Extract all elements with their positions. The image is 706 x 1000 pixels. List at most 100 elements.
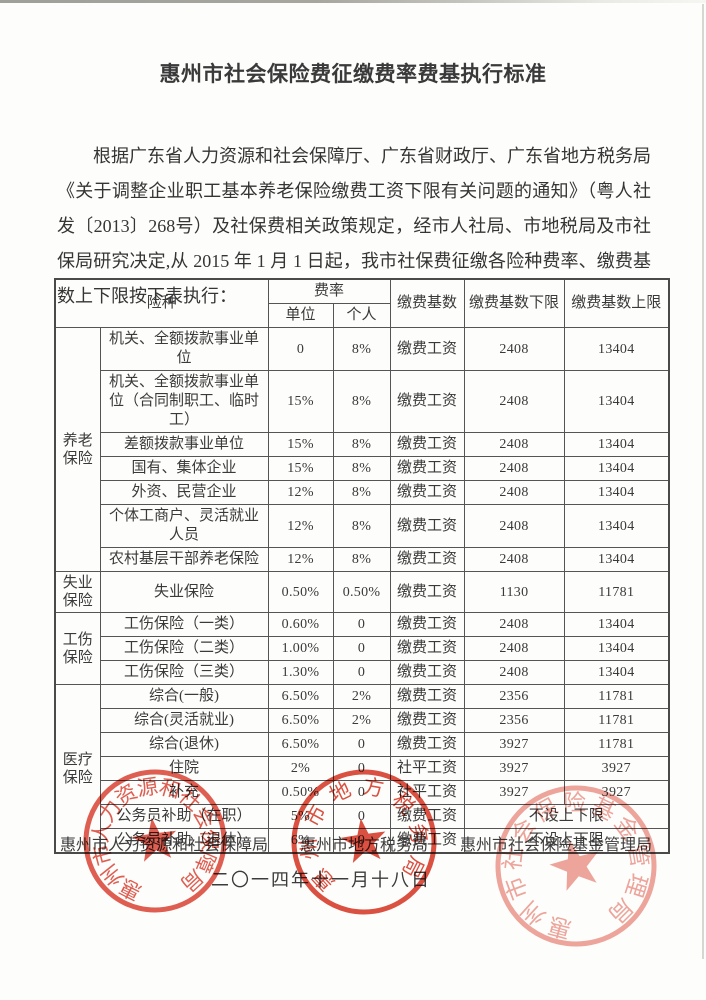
base-upper-cell: 11781	[563, 684, 670, 709]
header-base-upper: 缴费基数上限	[563, 278, 670, 328]
base-lower-cell: 2408	[463, 660, 565, 685]
insurance-name-cell: 工伤保险（三类）	[99, 660, 269, 685]
base-lower-cell: 1130	[463, 571, 565, 613]
insurance-name-cell: 综合(灵活就业)	[99, 708, 269, 733]
rate-unit-cell: 12%	[267, 480, 334, 505]
table-row: 公务员补助（在职） 5% 0 缴费工资 不设上下限	[55, 804, 670, 829]
table-row: 工伤保险 工伤保险（一类） 0.60% 0 缴费工资 2408 13404	[54, 612, 670, 685]
insurance-name-cell: 工伤保险（一类）	[99, 612, 269, 637]
rate-unit-cell: 0.50%	[267, 571, 334, 613]
rate-individual-cell: 0	[332, 804, 391, 829]
base-lower-cell: 2408	[463, 432, 565, 457]
base-upper-cell: 13404	[563, 432, 670, 457]
base-upper-cell: 3927	[563, 780, 670, 805]
table-row: 医疗保险 综合(一般) 6.50% 2% 缴费工资 2356 11781	[54, 684, 670, 854]
rate-unit-cell: 1.00%	[267, 636, 334, 661]
table-row: 综合(灵活就业) 6.50% 2% 缴费工资 2356 11781	[55, 708, 670, 733]
table-row: 工伤保险（三类） 1.30% 0 缴费工资 2408 13404	[55, 660, 670, 685]
base-lower-cell: 2408	[463, 370, 565, 433]
insurance-name-cell: 农村基层干部养老保险	[99, 547, 269, 572]
insurance-name-cell: 工伤保险（二类）	[99, 636, 269, 661]
base-cell: 缴费工资	[389, 504, 465, 548]
base-lower-cell: 2356	[463, 708, 565, 733]
base-cell: 缴费工资	[389, 660, 465, 685]
insurance-name-cell: 差额拨款事业单位	[99, 432, 269, 457]
table-row: 个体工商户、灵活就业人员 12% 8% 缴费工资 2408 13404	[55, 504, 670, 548]
base-upper-cell: 13404	[563, 660, 670, 685]
table-row: 工伤保险（二类） 1.00% 0 缴费工资 2408 13404	[55, 636, 670, 661]
base-lower-cell: 2408	[463, 480, 565, 505]
rate-individual-cell: 8%	[332, 432, 391, 457]
base-lower-cell: 2408	[463, 612, 565, 637]
table-row: 综合(退休) 6.50% 0 缴费工资 3927 11781	[55, 732, 670, 757]
base-cell: 缴费工资	[389, 370, 465, 433]
base-lower-cell: 2356	[463, 684, 565, 709]
base-cell: 缴费工资	[389, 732, 465, 757]
table-row: 失业保险 失业保险 0.50% 0.50% 缴费工资 1130 11781	[54, 571, 670, 613]
rate-individual-cell: 2%	[332, 708, 391, 733]
header-base-lower: 缴费基数下限	[463, 278, 565, 328]
scan-right-edge	[702, 4, 704, 959]
rate-unit-cell: 12%	[267, 547, 334, 572]
group-label-cell: 工伤保险	[54, 612, 101, 685]
rate-individual-cell: 0.50%	[332, 571, 391, 613]
base-upper-cell: 13404	[563, 612, 670, 637]
insurance-name-cell: 住院	[99, 756, 269, 781]
rate-unit-cell: 1.30%	[267, 660, 334, 685]
rate-individual-cell: 0	[332, 636, 391, 661]
base-upper-cell: 13404	[563, 504, 670, 548]
rate-unit-cell: 12%	[267, 504, 334, 548]
header-insurance-type: 险种	[54, 278, 269, 328]
base-upper-cell: 13404	[563, 370, 670, 433]
base-upper-cell: 13404	[563, 636, 670, 661]
rate-unit-cell: 15%	[267, 370, 334, 433]
base-lower-cell: 2408	[463, 547, 565, 572]
header-rate-individual: 个人	[332, 303, 391, 328]
table-row: 国有、集体企业 15% 8% 缴费工资 2408 13404	[55, 456, 670, 481]
insurance-name-cell: 国有、集体企业	[99, 456, 269, 481]
rate-individual-cell: 8%	[332, 456, 391, 481]
document-title: 惠州市社会保险费征缴费率费基执行标准	[159, 62, 547, 86]
rate-unit-cell: 6.50%	[267, 708, 334, 733]
rate-unit-cell: 0.50%	[267, 780, 334, 805]
rate-individual-cell: 2%	[332, 684, 391, 709]
rates-table-head: 险种 费率 缴费基数 缴费基数下限 缴费基数上限 单位 个人	[54, 278, 670, 328]
stamp-text-char: 理	[621, 870, 652, 900]
base-cell: 社平工资	[389, 780, 465, 805]
agency-local-tax: 惠州市地方税务局	[299, 837, 428, 854]
rate-unit-cell: 0	[267, 327, 334, 371]
table-row: 机关、全额拨款事业单位（合同制职工、临时工） 15% 8% 缴费工资 2408 13404	[55, 370, 670, 433]
table-row: 养老保险 机关、全额拨款事业单位 0 8% 缴费工资 2408 13404	[54, 327, 670, 572]
base-upper-cell: 13404	[563, 547, 670, 572]
document-paragraph: 根据广东省人力资源和社会保障厅、广东省财政厅、广东省地方税务局《关于调整企业职工…	[57, 146, 651, 306]
rate-individual-cell: 8%	[332, 370, 391, 433]
stamp-text-char: 州	[517, 896, 551, 930]
insurance-name-cell: 公务员补助（在职）	[99, 804, 269, 829]
rate-individual-cell: 8%	[332, 504, 391, 548]
base-cell: 缴费工资	[389, 684, 465, 709]
insurance-name-cell: 综合(一般)	[99, 684, 269, 709]
header-row-2: 单位 个人	[55, 303, 669, 328]
header-base: 缴费基数	[389, 278, 465, 328]
rate-individual-cell: 0	[332, 732, 391, 757]
base-lower-cell: 3927	[463, 780, 565, 805]
base-upper-cell: 11781	[563, 732, 670, 757]
rates-table: 险种 费率 缴费基数 缴费基数下限 缴费基数上限 单位 个人 养老保险 机关、全额…	[54, 278, 671, 854]
base-cell: 缴费工资	[389, 432, 465, 457]
table-row: 住院 2% 0 社平工资 3927 3927	[55, 756, 670, 781]
rate-individual-cell: 8%	[332, 327, 391, 371]
base-lower-cell: 2408	[463, 636, 565, 661]
base-cell: 社平工资	[389, 756, 465, 781]
base-upper-cell: 13404	[563, 480, 670, 505]
rate-unit-cell: 6.50%	[267, 732, 334, 757]
stamp-text-char: 局	[604, 894, 638, 928]
rate-unit-cell: 15%	[267, 456, 334, 481]
table-row: 农村基层干部养老保险 12% 8% 缴费工资 2408 13404	[55, 547, 670, 572]
agency-social-insurance-fund: 惠州市社会保险基金管理局	[459, 837, 652, 854]
base-cell: 缴费工资	[389, 636, 465, 661]
base-cell: 缴费工资	[389, 456, 465, 481]
scan-top-edge	[0, 0, 706, 3]
base-lower-cell: 2408	[463, 504, 565, 548]
header-rate: 费率	[267, 278, 391, 304]
